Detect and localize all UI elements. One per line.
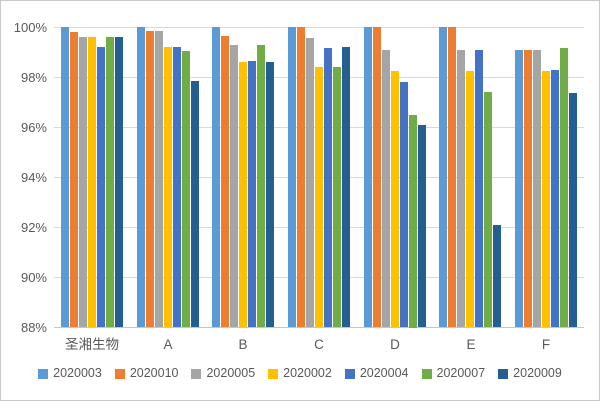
bar-2020004-B — [248, 61, 256, 327]
bar-2020007-A — [182, 51, 190, 327]
bar-2020003-E — [439, 27, 447, 327]
bar-2020009-E — [493, 225, 501, 327]
bar-2020010-A — [146, 31, 154, 327]
bar-2020002-A — [164, 47, 172, 327]
x-axis-tick-label: 圣湘生物 — [65, 337, 119, 352]
x-axis-tick-label: B — [238, 337, 248, 352]
legend-marker-icon — [191, 368, 202, 379]
bar-2020003-圣湘生物 — [61, 27, 69, 327]
bar-2020002-圣湘生物 — [88, 37, 96, 327]
x-axis-tick-label: D — [390, 337, 400, 352]
bar-2020007-B — [257, 45, 265, 327]
bar-2020010-圣湘生物 — [70, 32, 78, 327]
bar-2020010-B — [221, 36, 229, 327]
y-axis-tick-label: 94% — [20, 170, 47, 185]
legend-item-2020002: 2020002 — [268, 367, 332, 380]
bar-2020003-F — [515, 50, 523, 327]
x-axis-tick-label: E — [466, 337, 476, 352]
bar-2020009-圣湘生物 — [115, 37, 123, 327]
legend-item-2020010: 2020010 — [114, 366, 179, 380]
bar-2020010-E — [448, 27, 456, 327]
y-axis-tick-label: 90% — [20, 270, 47, 285]
legend-label: 2020002 — [283, 366, 332, 380]
y-axis-tick-label: 88% — [20, 320, 47, 335]
bar-2020005-D — [382, 50, 390, 327]
legend-item-2020004: 2020004 — [344, 366, 409, 380]
bar-2020002-E — [466, 71, 474, 327]
legend-label: 2020010 — [129, 366, 179, 380]
bar-2020005-F — [533, 50, 541, 327]
legend-marker-icon — [498, 368, 509, 379]
bar-2020010-F — [524, 50, 532, 327]
bar-2020004-D — [400, 82, 408, 327]
bar-2020005-圣湘生物 — [79, 37, 87, 327]
legend-label: 2020003 — [53, 366, 102, 380]
y-axis-tick-label: 92% — [20, 220, 47, 235]
legend-item-2020009: 2020009 — [498, 367, 562, 380]
legend-label: 2020009 — [513, 366, 562, 380]
bar-2020005-A — [155, 31, 163, 327]
bar-2020007-D — [409, 115, 417, 328]
bar-2020004-E — [475, 50, 483, 327]
bar-2020007-F — [560, 48, 568, 327]
legend-label: 2020005 — [206, 366, 256, 380]
legend-label: 2020004 — [359, 366, 409, 380]
bar-2020004-F — [551, 70, 559, 327]
bar-2020005-B — [230, 45, 238, 327]
legend-item-2020003: 2020003 — [38, 367, 102, 380]
bar-2020010-C — [297, 27, 305, 327]
bar-2020009-F — [569, 93, 577, 327]
bar-2020003-B — [212, 27, 220, 327]
legend-marker-icon — [344, 368, 355, 379]
bar-2020005-C — [306, 38, 314, 327]
bar-2020002-F — [542, 71, 550, 327]
bar-2020007-圣湘生物 — [106, 37, 114, 327]
legend-marker-icon — [268, 368, 279, 379]
bar-2020009-D — [418, 125, 426, 327]
bar-2020002-D — [391, 71, 399, 327]
bar-2020007-E — [484, 92, 492, 327]
legend-label: 2020007 — [436, 366, 486, 380]
y-axis-tick-label: 100% — [13, 20, 47, 35]
legend-item-2020007: 2020007 — [421, 366, 486, 380]
x-axis-tick-label: A — [163, 337, 173, 352]
legend-marker-icon — [114, 368, 125, 379]
bar-2020004-A — [173, 47, 181, 327]
bar-2020009-A — [191, 81, 199, 327]
bar-2020004-C — [324, 48, 332, 327]
legend: 2020003 2020010 2020005 2020002 2020004 20200… — [1, 367, 599, 380]
bar-2020010-D — [373, 27, 381, 327]
legend-marker-icon — [421, 368, 432, 379]
bar-2020002-B — [239, 62, 247, 327]
legend-item-2020005: 2020005 — [191, 367, 255, 380]
y-axis-tick-label: 96% — [20, 120, 47, 135]
x-axis-line — [54, 327, 584, 328]
x-axis-tick-label: C — [314, 337, 324, 352]
bar-2020003-A — [137, 27, 145, 327]
bar-2020009-C — [342, 47, 350, 327]
x-axis-tick-label: F — [541, 337, 551, 352]
bar-2020009-B — [266, 62, 274, 327]
gridline — [54, 27, 584, 28]
bar-2020004-圣湘生物 — [97, 47, 105, 327]
bar-2020005-E — [457, 50, 465, 327]
bar-2020003-C — [288, 27, 296, 327]
bar-2020002-C — [315, 67, 323, 327]
bar-2020007-C — [333, 67, 341, 327]
legend-marker-icon — [38, 368, 49, 379]
y-axis-tick-label: 98% — [20, 70, 47, 85]
bar-2020003-D — [364, 27, 372, 327]
